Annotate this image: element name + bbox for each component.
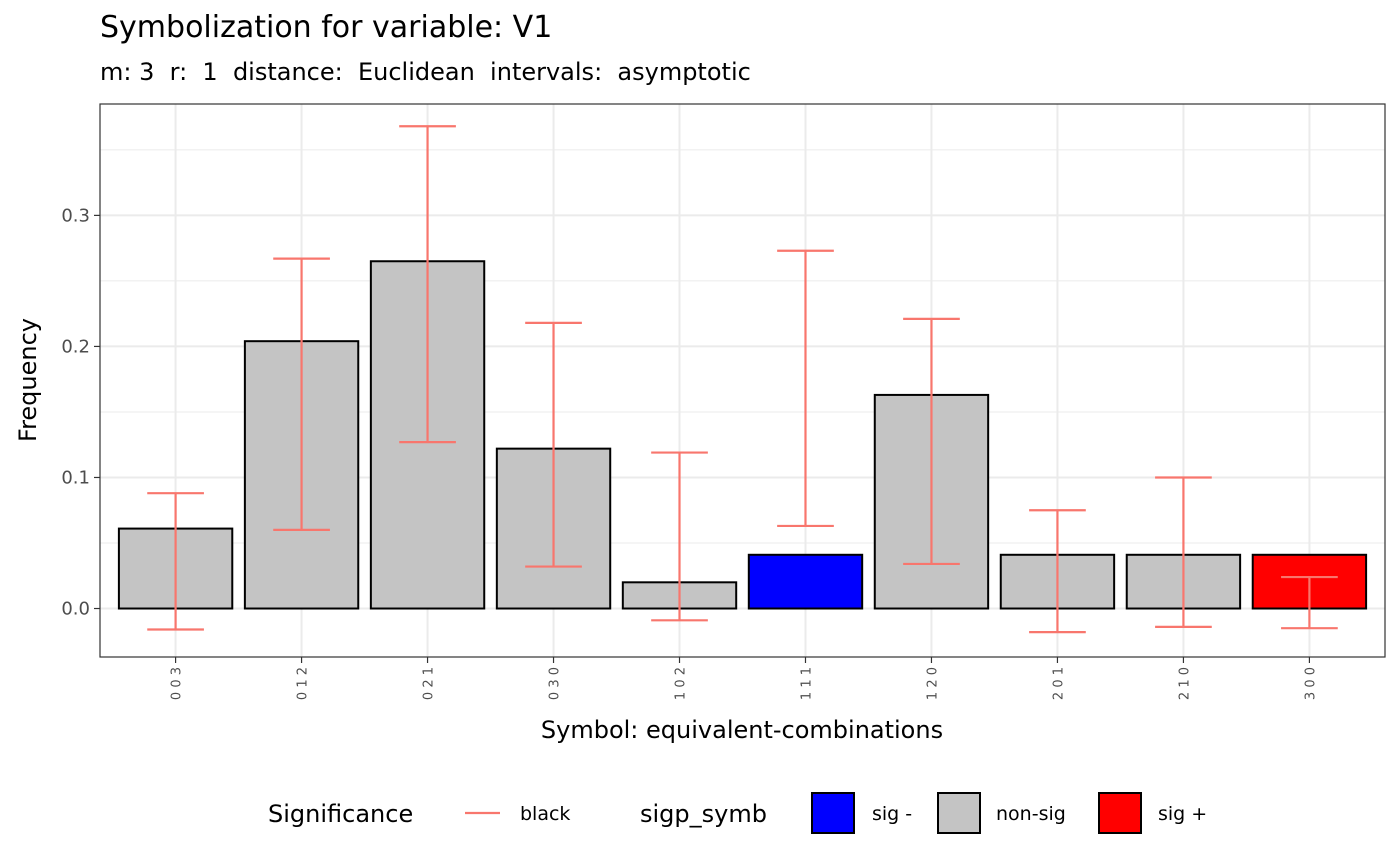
bar-111 — [747, 553, 864, 610]
x-tick-label: 1 1 1 — [799, 667, 814, 700]
x-tick-label: 0 0 3 — [170, 667, 185, 700]
x-tick-label: 0 2 1 — [422, 667, 437, 700]
x-tick-label: 1 0 2 — [674, 667, 689, 700]
legend-key-non-sig — [937, 792, 981, 834]
legend-label: non-sig — [996, 803, 1066, 825]
chart-title: Symbolization for variable: V1 — [100, 10, 553, 45]
plot-panel-border — [99, 103, 1386, 658]
x-tick-label: 0 3 0 — [548, 667, 563, 700]
x-tick-label: 0 1 2 — [296, 667, 311, 700]
error-bar-120 — [903, 317, 960, 566]
error-bar-300 — [1281, 575, 1338, 630]
error-bar-021 — [399, 125, 456, 444]
legend-title-sigp-symb: sigp_symb — [640, 800, 767, 828]
legend-key-sig — [1098, 792, 1142, 834]
y-tick-label: 0.1 — [61, 467, 90, 488]
bars — [117, 260, 1368, 610]
y-axis: 0.0 0.1 0.2 0.3 — [61, 205, 100, 620]
legend-title-significance: Significance — [268, 800, 413, 828]
error-bar-012 — [273, 257, 330, 531]
legend-label-errorbar: black — [520, 803, 570, 825]
x-axis: 0 0 3 0 1 2 0 2 1 0 3 0 1 0 2 1 1 1 1 2 0 2 0 1… — [170, 657, 1318, 700]
legend-label: sig + — [1158, 803, 1207, 825]
x-axis-label: Symbol: equivalent-combinations — [541, 716, 943, 744]
chart-subtitle: m: 3 r: 1 distance: Euclidean intervals:… — [100, 58, 751, 86]
x-tick-label: 3 0 0 — [1303, 667, 1318, 700]
y-tick-label: 0.3 — [61, 205, 90, 226]
y-axis-label: Frequency — [14, 318, 42, 442]
legend-label: sig - — [872, 803, 912, 825]
error-bar-201 — [1029, 509, 1086, 634]
x-tick-label: 2 0 1 — [1051, 667, 1066, 700]
error-bars — [147, 125, 1338, 634]
error-bar-003 — [147, 492, 204, 631]
x-tick-label: 2 1 0 — [1177, 667, 1192, 700]
legend-key-sig — [811, 792, 855, 834]
y-tick-label: 0.2 — [61, 336, 90, 357]
error-bar-111 — [777, 249, 834, 528]
error-bar-210 — [1155, 476, 1212, 628]
error-bar-102 — [651, 451, 708, 622]
legend: Significance black sigp_symb sig - non-sig si… — [268, 792, 1207, 834]
error-bar-030 — [525, 321, 582, 568]
y-tick-label: 0.0 — [61, 599, 90, 620]
x-tick-label: 1 2 0 — [925, 667, 940, 700]
